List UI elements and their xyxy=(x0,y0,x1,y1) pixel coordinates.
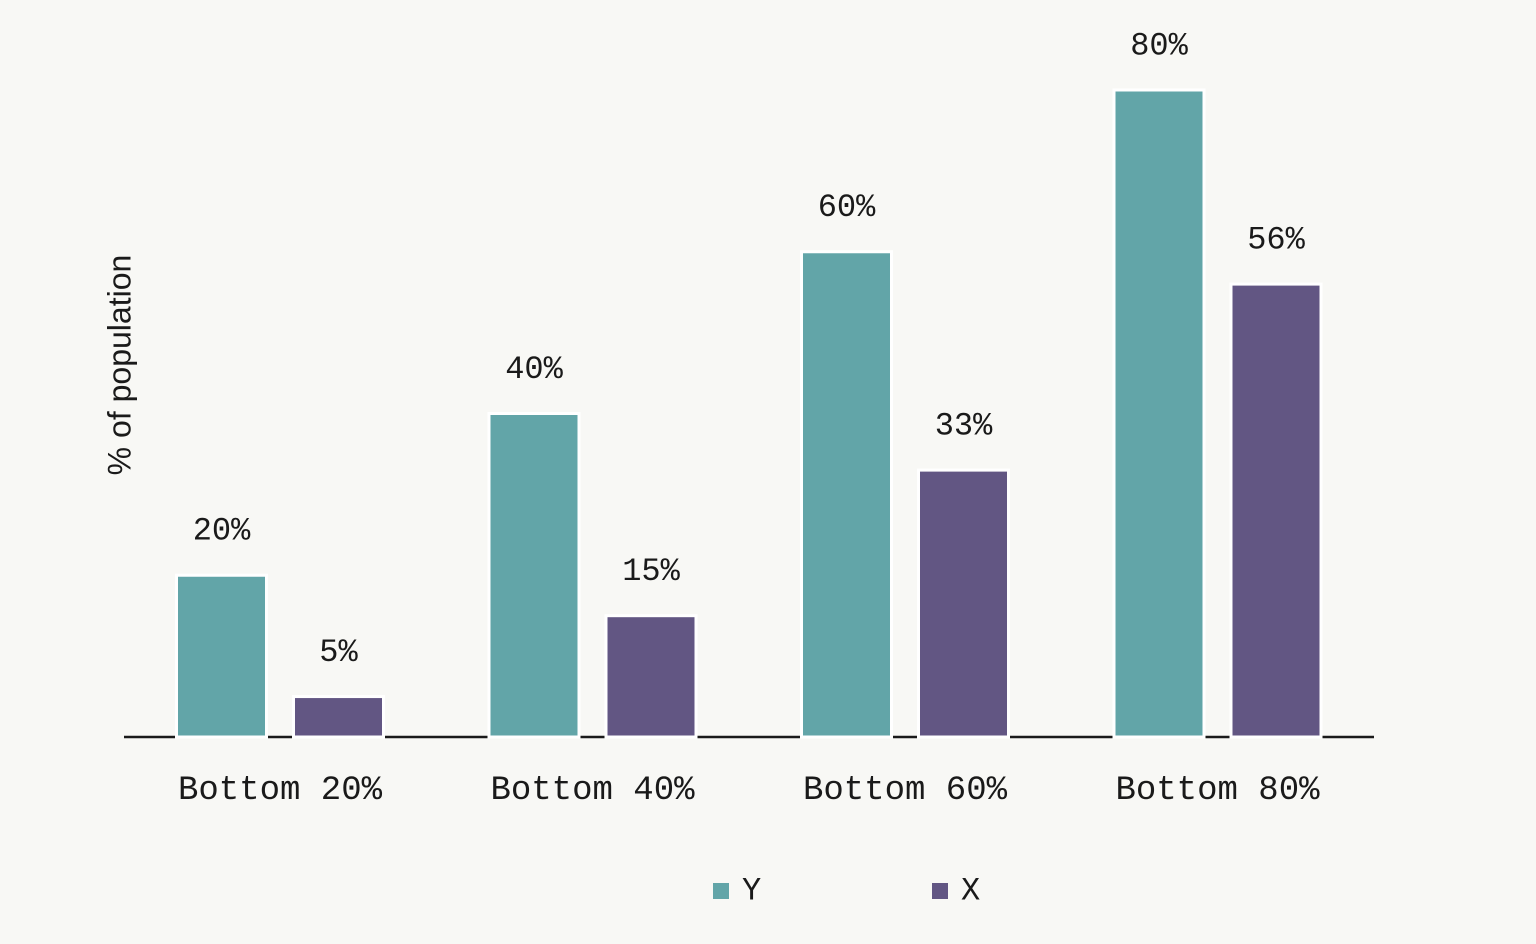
legend-label: X xyxy=(961,872,980,909)
value-label: 33% xyxy=(935,408,993,445)
x-tick-label: Bottom 40% xyxy=(490,772,695,810)
bar xyxy=(1112,88,1206,739)
value-label: 56% xyxy=(1247,222,1305,259)
legend-swatch xyxy=(932,883,948,899)
x-tick-label: Bottom 80% xyxy=(1115,772,1320,810)
value-label: 20% xyxy=(193,513,251,550)
bar xyxy=(917,468,1010,739)
value-label: 60% xyxy=(818,189,876,226)
x-tick-label: Bottom 20% xyxy=(178,772,383,810)
bar xyxy=(604,614,698,739)
bar xyxy=(1229,282,1323,739)
value-label: 80% xyxy=(1130,27,1188,64)
bar xyxy=(175,573,268,739)
bar xyxy=(800,250,893,739)
value-label: 15% xyxy=(622,553,680,590)
bar xyxy=(487,412,581,739)
legend-label: Y xyxy=(742,872,761,909)
value-label: 5% xyxy=(319,634,358,671)
bar xyxy=(292,695,385,739)
y-axis-label: % of population xyxy=(101,255,137,476)
value-label: 40% xyxy=(505,351,563,388)
x-tick-label: Bottom 60% xyxy=(803,772,1008,810)
legend-swatch xyxy=(713,883,729,899)
